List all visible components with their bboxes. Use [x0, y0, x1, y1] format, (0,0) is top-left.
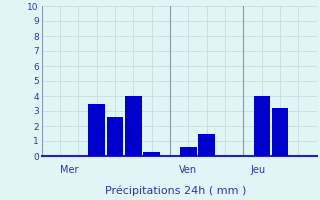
Bar — [253, 96, 270, 156]
Text: Jeu: Jeu — [251, 165, 266, 175]
Bar — [107, 117, 123, 156]
Text: Précipitations 24h ( mm ): Précipitations 24h ( mm ) — [105, 186, 247, 196]
Text: Mer: Mer — [60, 165, 78, 175]
Text: Ven: Ven — [179, 165, 197, 175]
Bar — [143, 152, 160, 156]
Bar — [125, 96, 141, 156]
Bar — [198, 134, 215, 156]
Bar — [88, 104, 105, 156]
Bar — [272, 108, 288, 156]
Bar — [180, 147, 196, 156]
